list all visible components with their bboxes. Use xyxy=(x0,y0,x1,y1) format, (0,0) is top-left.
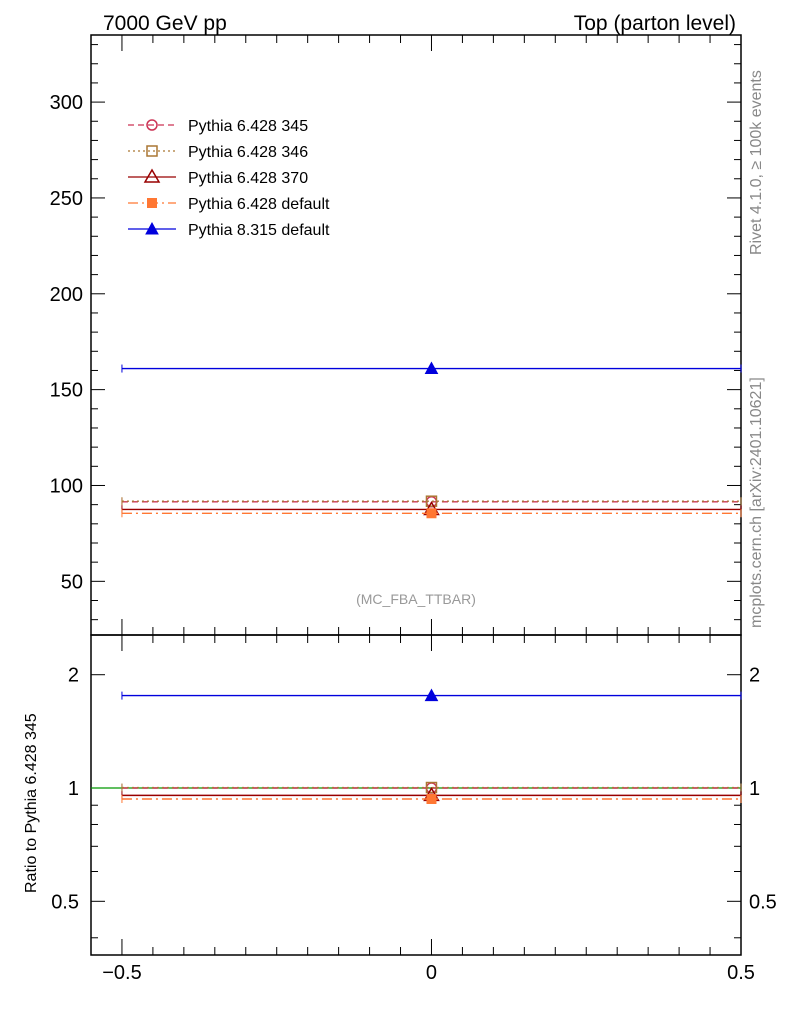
ratio-panel: 0.5 0.5 1 1 2 2 −0.5 0 0.5 xyxy=(51,634,777,984)
ratio-y-ticks: 0.5 0.5 1 1 2 2 xyxy=(51,665,777,939)
legend-marker-p346 xyxy=(146,145,158,157)
ratio-series-group xyxy=(91,688,742,804)
y-tick-label: 50 xyxy=(61,571,83,593)
main-panel: 50 100 150 200 250 300 (MC_FBA_TTBAR) Pythia … xyxy=(50,34,742,636)
series-point-p8def xyxy=(424,361,439,375)
ratio-ylabel: Ratio to Pythia 6.428 345 xyxy=(23,713,40,893)
legend-marker-p6def xyxy=(147,198,157,208)
legend-marker-p8def xyxy=(145,221,159,235)
header-right: Top (parton level) xyxy=(574,12,736,35)
ratio-y-tick-label-right: 1 xyxy=(749,778,760,800)
ratio-y-tick-label-right: 0.5 xyxy=(749,891,777,913)
y-tick-label: 100 xyxy=(50,475,83,497)
ratio-y-tick-label: 1 xyxy=(68,778,79,800)
y-tick-label: 150 xyxy=(50,380,83,402)
ratio-point-p6def xyxy=(426,793,437,804)
legend-label-p345: Pythia 6.428 345 xyxy=(188,118,308,135)
rivet-label: Rivet 4.1.0, ≥ 100k events xyxy=(748,70,765,255)
ratio-y-tick-label: 2 xyxy=(68,665,79,687)
ratio-y-tick-label-right: 2 xyxy=(749,665,760,687)
y-tick-label: 300 xyxy=(50,92,83,114)
legend-label-p346: Pythia 6.428 346 xyxy=(188,144,308,161)
main-y-ticks: 50 100 150 200 250 300 xyxy=(50,44,741,621)
main-x-ticks xyxy=(121,35,742,635)
legend-marker-p345 xyxy=(146,119,158,131)
x-tick-label: −0.5 xyxy=(102,962,141,984)
legend-marker-p370 xyxy=(143,168,161,183)
ratio-point-p346 xyxy=(425,781,438,794)
analysis-tag: (MC_FBA_TTBAR) xyxy=(356,591,476,607)
main-series-group xyxy=(121,361,742,519)
y-tick-label: 250 xyxy=(50,188,83,210)
ratio-x-ticks: −0.5 0 0.5 xyxy=(102,635,755,984)
x-tick-label: 0.5 xyxy=(727,962,755,984)
legend-label-p6def: Pythia 6.428 default xyxy=(188,196,330,213)
series-point-p6def xyxy=(426,508,437,519)
legend: Pythia 6.428 345 Pythia 6.428 346 Pythia 6… xyxy=(128,118,330,239)
y-tick-label: 200 xyxy=(50,284,83,306)
header-left: 7000 GeV pp xyxy=(103,12,227,35)
mcplots-label: mcplots.cern.ch [arXiv:2401.10621] xyxy=(748,377,765,628)
ratio-y-tick-label: 0.5 xyxy=(51,891,79,913)
series-point-p346 xyxy=(425,495,438,507)
ratio-point-p8def xyxy=(424,688,439,702)
x-tick-label: 0 xyxy=(426,962,437,984)
legend-label-p8def: Pythia 8.315 default xyxy=(188,222,330,239)
legend-label-p370: Pythia 6.428 370 xyxy=(188,170,308,187)
